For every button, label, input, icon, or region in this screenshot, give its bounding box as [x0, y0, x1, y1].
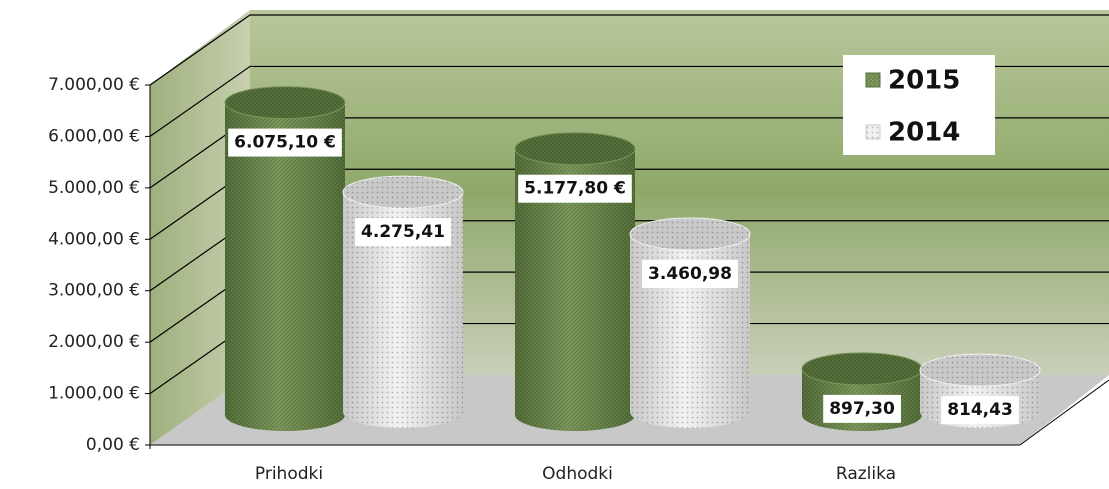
cylinder-top-texture: [920, 354, 1040, 387]
cylinder-texture: [515, 148, 635, 432]
y-tick-label: 1.000,00 €: [48, 384, 140, 404]
value-label-box: [823, 394, 901, 423]
value-label: 4.275,41: [361, 222, 445, 242]
cylinder-top-texture: [802, 352, 922, 385]
plot: [149, 14, 1109, 432]
legend-label: 2014: [888, 118, 960, 148]
cylinder-texture: [225, 102, 345, 431]
legend-label: 2015: [888, 66, 960, 96]
grid-line: [149, 65, 1109, 137]
value-label: 5.177,80 €: [524, 179, 626, 199]
legend-swatch-texture: [866, 125, 880, 139]
cylinder-texture: [343, 192, 463, 428]
cylinder-top-texture: [343, 176, 463, 209]
y-tick-label: 3.000,00 €: [48, 281, 140, 301]
y-tick-label: 5.000,00 €: [48, 178, 140, 198]
x-tick-label: Razlika: [836, 464, 896, 484]
cylinder-top-texture: [630, 218, 750, 251]
x-tick-label: Odhodki: [542, 464, 613, 484]
value-label-box: [228, 128, 342, 157]
value-label: 6.075,10 €: [234, 133, 336, 153]
legend-swatch-texture: [866, 73, 880, 87]
value-label-box: [642, 260, 738, 289]
y-tick-label: 6.000,00 €: [48, 126, 140, 146]
y-tick-label: 0,00 €: [86, 435, 140, 455]
value-label-box: [355, 218, 451, 247]
y-tick-label: 2.000,00 €: [48, 332, 140, 352]
value-label: 897,30: [829, 399, 895, 419]
value-label-box: [518, 174, 632, 203]
floor-edge: [1019, 379, 1109, 446]
grid-line: [149, 14, 1109, 86]
y-tick-label: 7.000,00 €: [48, 75, 140, 95]
cylinder-top-texture: [225, 86, 345, 119]
y-tick-label: 4.000,00 €: [48, 229, 140, 249]
cylinder-top-texture: [515, 132, 635, 165]
value-label-box: [941, 396, 1019, 425]
x-tick-label: Prihodki: [255, 464, 323, 484]
value-label: 814,43: [947, 400, 1013, 420]
value-label: 3.460,98: [648, 264, 732, 284]
